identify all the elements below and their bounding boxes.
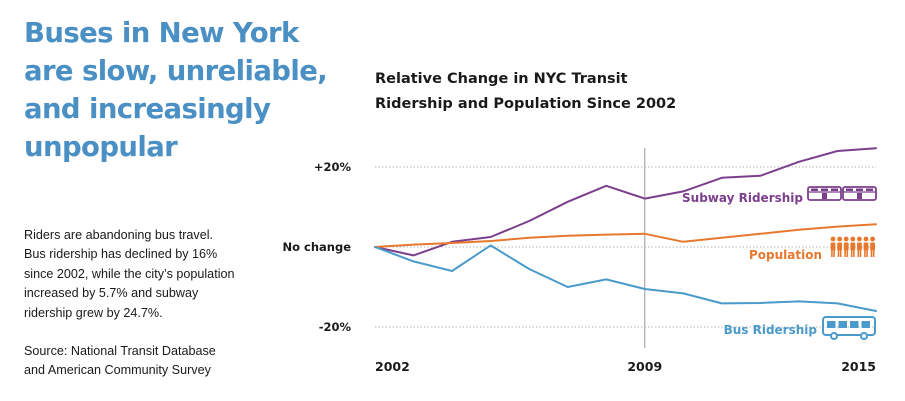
- source-line: and American Community Survey: [24, 363, 211, 378]
- headline-line: Buses in New York: [24, 17, 299, 49]
- bus-icon: [822, 316, 876, 340]
- chart-title-line-2: Ridership and Population Since 2002: [375, 96, 676, 112]
- series-line-bus: [374, 244, 877, 312]
- x-tick-label: 2009: [627, 359, 662, 374]
- people-icon: [830, 236, 875, 257]
- series-label-population: Population: [749, 248, 822, 262]
- x-tick-label: 2015: [841, 359, 876, 374]
- chart-title-line-1: Relative Change in NYC Transit: [375, 71, 628, 87]
- y-tick-label: No change: [282, 240, 351, 254]
- headline-line: and increasingly: [24, 93, 271, 125]
- subway-train-icon: [807, 186, 877, 201]
- y-tick-label: -20%: [319, 320, 352, 334]
- series-line-population: [374, 223, 877, 248]
- series-line-subway: [374, 147, 877, 257]
- headline-line: are slow, unreliable,: [24, 55, 328, 87]
- description-line: ridership grew by 24.7%.: [24, 305, 163, 320]
- series-label-subway: Subway Ridership: [682, 191, 803, 205]
- description-line: Riders are abandoning bus travel.: [24, 228, 214, 242]
- y-tick-label: +20%: [314, 160, 352, 174]
- description-line: increased by 5.7% and subway: [24, 286, 199, 301]
- source-line: Source: National Transit Database: [24, 344, 216, 359]
- x-tick-label: 2002: [375, 359, 410, 374]
- description-line: Bus ridership has declined by 16%: [24, 247, 218, 262]
- source-note: Source: National Transit Database and Am…: [24, 342, 274, 381]
- headline: Buses in New York are slow, unreliable, …: [24, 14, 328, 166]
- description: Riders are abandoning bus travel. Bus ri…: [24, 226, 274, 381]
- description-line: since 2002, while the city’s population: [24, 266, 235, 281]
- series-label-bus: Bus Ridership: [724, 323, 818, 337]
- headline-line: unpopular: [24, 131, 178, 163]
